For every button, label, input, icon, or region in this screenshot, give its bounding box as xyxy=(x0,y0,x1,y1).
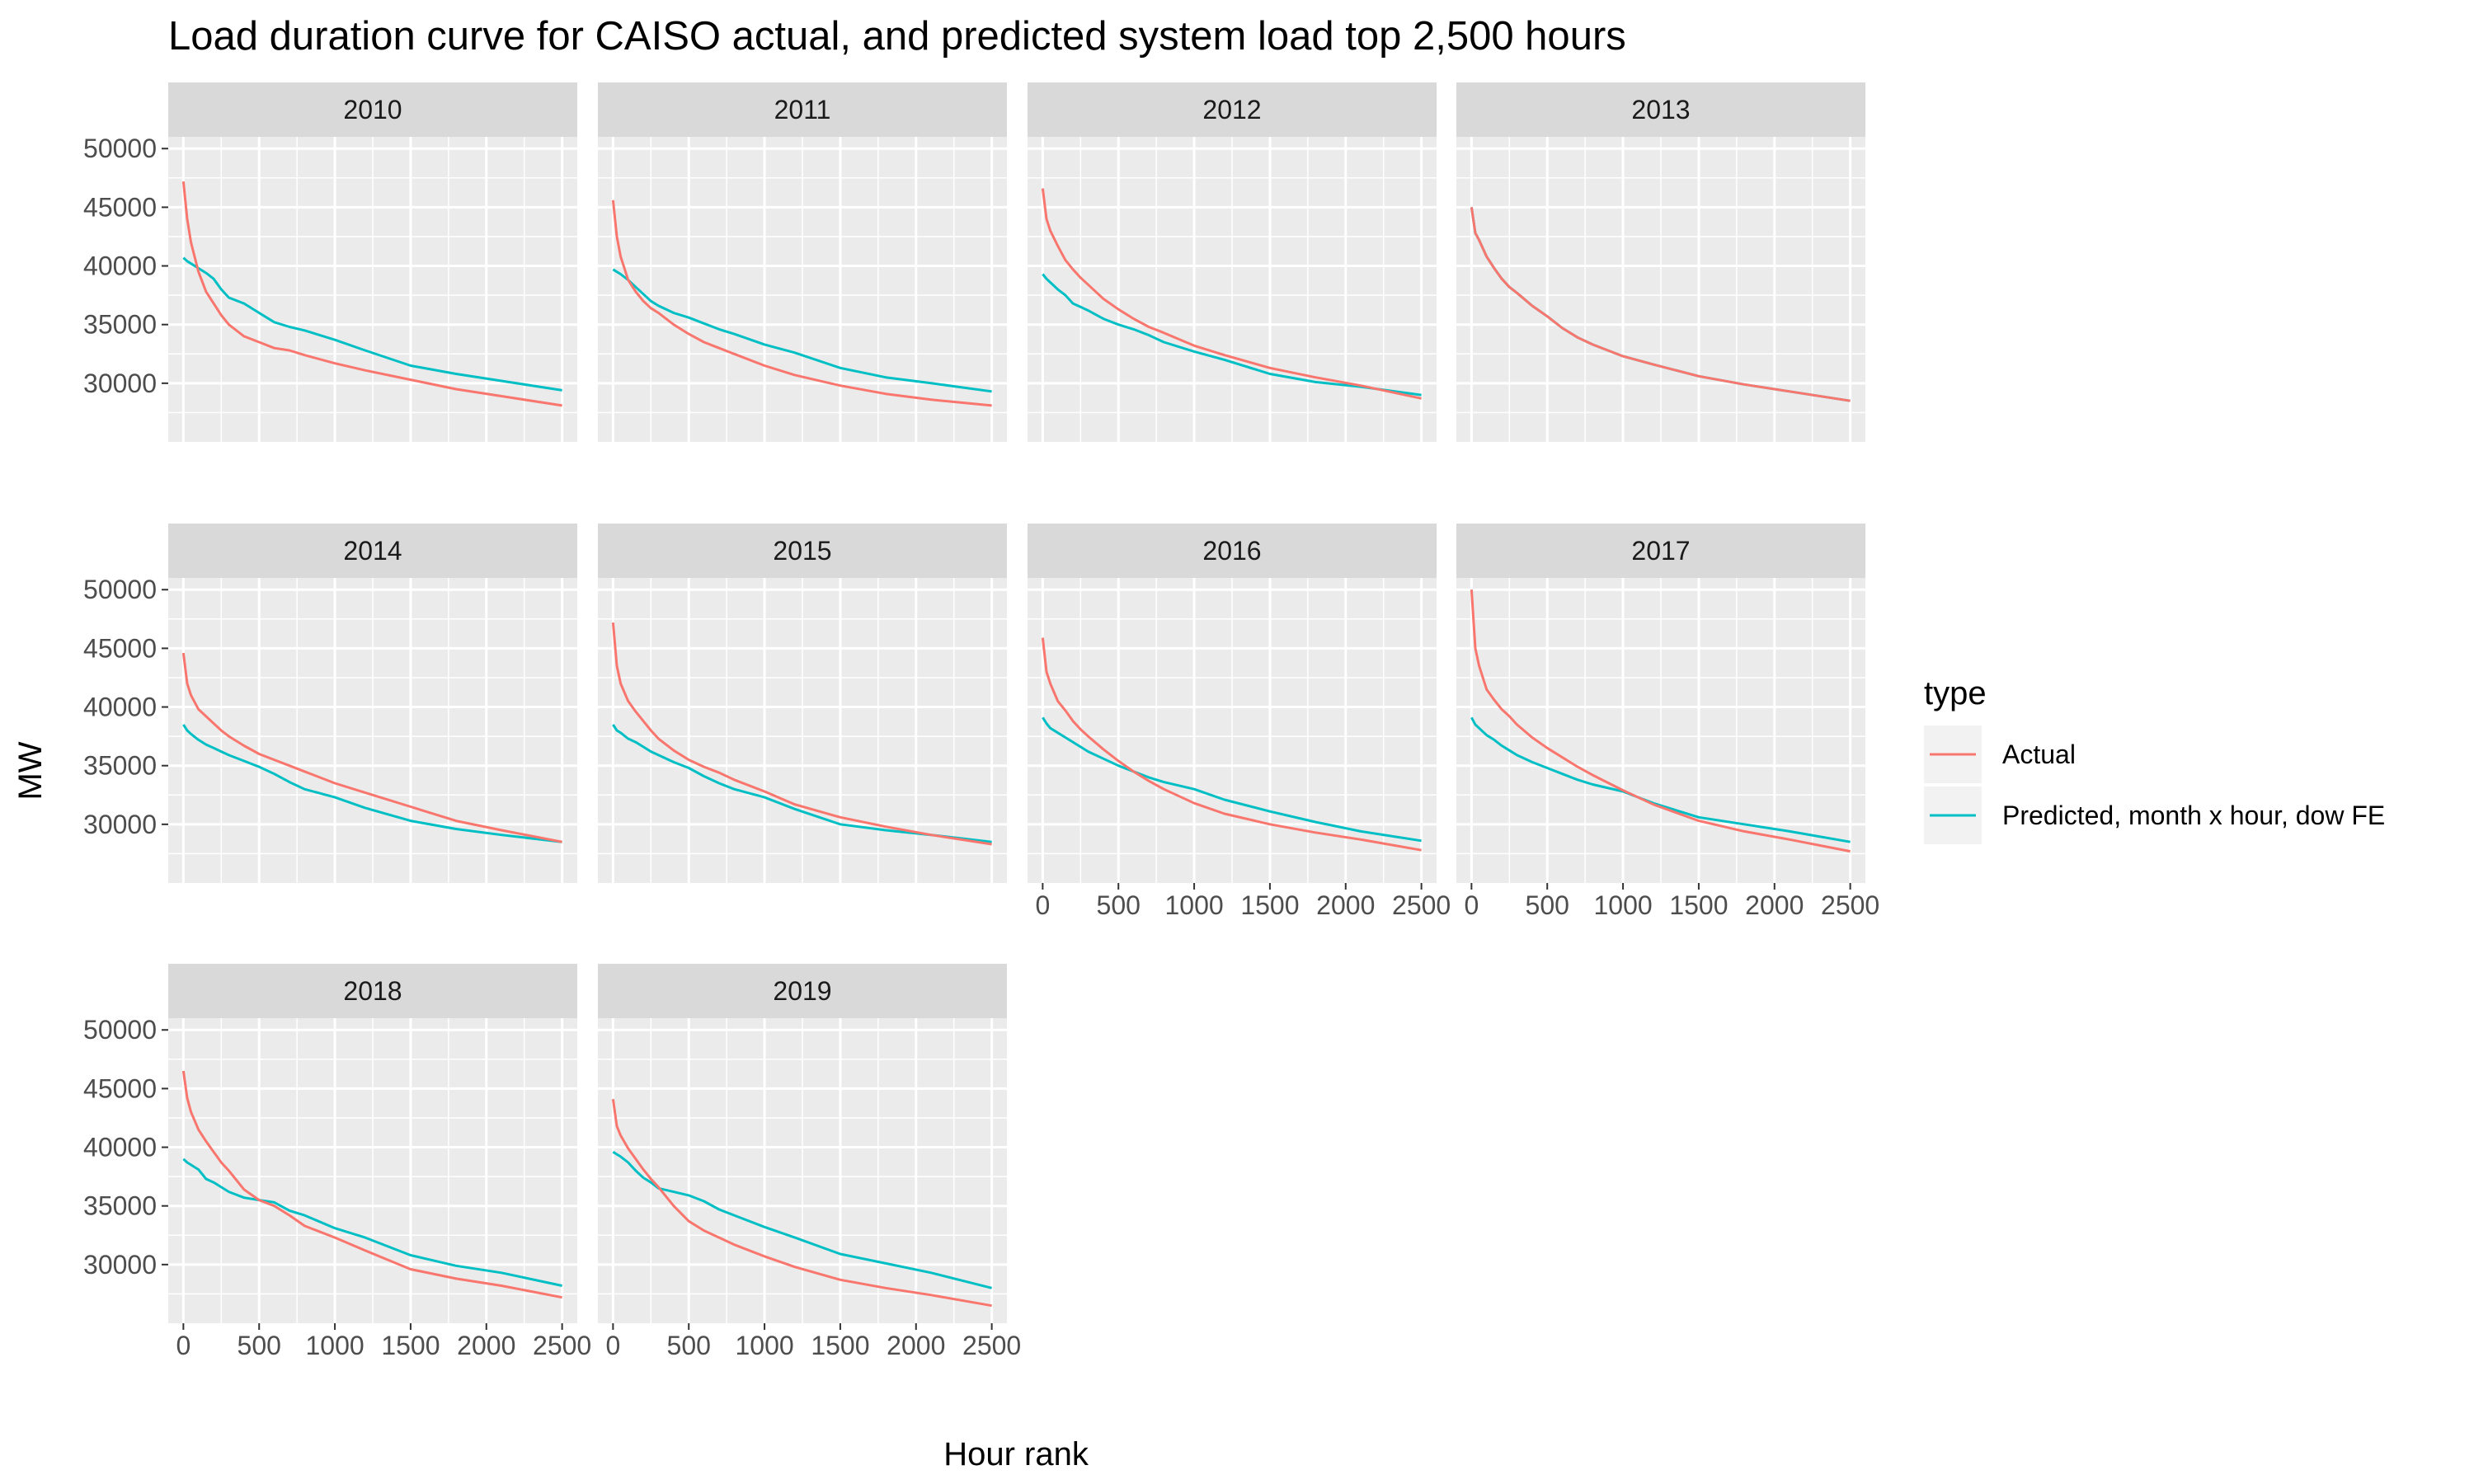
x-tick-label: 2000 xyxy=(1316,890,1375,920)
x-tick-label: 0 xyxy=(176,1331,190,1360)
panel-2013: 2013 xyxy=(1456,82,1865,442)
y-tick-label: 30000 xyxy=(83,1250,157,1280)
chart-title: Load duration curve for CAISO actual, an… xyxy=(168,14,1626,59)
x-tick-label: 500 xyxy=(1097,890,1141,920)
x-tick-label: 2500 xyxy=(533,1331,591,1360)
series-predicted-2016 xyxy=(1042,716,1422,843)
strip-label-2015: 2015 xyxy=(773,536,831,566)
x-tick-label: 2000 xyxy=(1745,890,1804,920)
y-tick-label: 40000 xyxy=(83,693,157,722)
panel-2016: 2016 0 500 1000 1500 2000 2500 xyxy=(1028,524,1451,920)
series-actual-2010 xyxy=(181,181,562,407)
strip-2013 xyxy=(1456,82,1865,137)
strip-label-2018: 2018 xyxy=(343,976,402,1006)
y-axis-title: MW xyxy=(12,741,49,800)
x-tick-label: 0 xyxy=(605,1331,620,1360)
x-tick-label: 2500 xyxy=(1392,890,1451,920)
panel-2011: 2011 xyxy=(598,82,1007,442)
series-actual-2014 xyxy=(181,652,562,843)
x-tick-label: 0 xyxy=(1035,890,1050,920)
y-tick-label: 30000 xyxy=(83,369,157,398)
y-tick-label: 40000 xyxy=(83,1133,157,1162)
strip-label-2013: 2013 xyxy=(1631,95,1690,124)
panel-2015: 2015 xyxy=(598,524,1007,883)
strip-2010 xyxy=(168,82,577,137)
x-axis-title: Hour rank xyxy=(943,1436,1089,1472)
strip-label-2010: 2010 xyxy=(343,95,402,124)
y-tick-label: 50000 xyxy=(83,1015,157,1045)
series-actual-2018 xyxy=(181,1070,562,1299)
y-tick-label: 35000 xyxy=(83,751,157,781)
x-tick-label: 1500 xyxy=(811,1331,869,1360)
series-predicted-2012 xyxy=(1042,273,1422,397)
series-actual-2019 xyxy=(611,1098,992,1308)
strip-2018 xyxy=(168,964,577,1018)
x-tick-label: 1000 xyxy=(1593,890,1652,920)
strip-2017 xyxy=(1456,524,1865,578)
series-predicted-2017 xyxy=(1470,716,1851,843)
x-tick-label: 500 xyxy=(667,1331,711,1360)
y-tick-label: 45000 xyxy=(83,192,157,222)
legend-label: Actual xyxy=(2002,740,2076,769)
x-tick-label: 1000 xyxy=(1164,890,1223,920)
x-tick-label: 1500 xyxy=(381,1331,440,1360)
legend-title: type xyxy=(1924,675,1987,711)
strip-2014 xyxy=(168,524,577,578)
legend-label: Predicted, month x hour, dow FE xyxy=(2002,801,2385,830)
panel-2010: 2010 30000 35000 40000 45000 50000 xyxy=(83,82,577,442)
strip-2015 xyxy=(598,524,1007,578)
y-tick-label: 50000 xyxy=(83,575,157,604)
x-tick-label: 2500 xyxy=(1821,890,1879,920)
y-tick-label: 45000 xyxy=(83,1073,157,1103)
series-predicted-2014 xyxy=(182,724,562,843)
legend: type Actual Predicted, month x hour, dow … xyxy=(1924,675,2385,844)
x-tick-label: 1000 xyxy=(305,1331,364,1360)
strip-2016 xyxy=(1028,524,1437,578)
x-tick-label: 2000 xyxy=(457,1331,515,1360)
series-actual-2011 xyxy=(611,200,992,407)
series-predicted-2015 xyxy=(612,724,992,843)
series-actual-2012 xyxy=(1041,188,1422,400)
strip-label-2016: 2016 xyxy=(1202,536,1261,566)
strip-label-2014: 2014 xyxy=(343,536,402,566)
strip-2011 xyxy=(598,82,1007,137)
y-tick-label: 35000 xyxy=(83,1191,157,1221)
series-predicted-2019 xyxy=(612,1150,992,1289)
strip-2019 xyxy=(598,964,1007,1018)
x-tick-label: 2500 xyxy=(962,1331,1021,1360)
y-tick-label: 45000 xyxy=(83,633,157,663)
series-actual-2013 xyxy=(1470,207,1851,402)
panel-2014: 2014 30000 35000 40000 45000 50000 xyxy=(83,524,577,883)
x-tick-label: 500 xyxy=(238,1331,281,1360)
x-tick-label: 2000 xyxy=(887,1331,945,1360)
y-tick-label: 30000 xyxy=(83,810,157,839)
y-tick-label: 40000 xyxy=(83,251,157,281)
panel-2017: 2017 0 500 1000 1500 2000 2500 xyxy=(1456,524,1879,920)
panel-2019: 2019 0 500 1000 1500 2000 2500 xyxy=(598,964,1021,1360)
strip-2012 xyxy=(1028,82,1437,137)
series-actual-2016 xyxy=(1041,637,1422,852)
strip-label-2012: 2012 xyxy=(1202,95,1261,124)
x-tick-label: 1500 xyxy=(1240,890,1299,920)
panel-2018: 2018 30000 35000 40000 45000 50000 0 500 1000 150… xyxy=(83,964,591,1360)
panel-2012: 2012 xyxy=(1028,82,1437,442)
series-actual-2015 xyxy=(611,622,992,846)
y-tick-label: 35000 xyxy=(83,310,157,340)
x-tick-label: 0 xyxy=(1464,890,1479,920)
series-actual-2017 xyxy=(1470,589,1851,853)
x-tick-label: 500 xyxy=(1526,890,1569,920)
strip-label-2019: 2019 xyxy=(773,976,831,1006)
y-tick-label: 50000 xyxy=(83,134,157,163)
strip-label-2017: 2017 xyxy=(1631,536,1690,566)
x-tick-label: 1000 xyxy=(735,1331,793,1360)
x-tick-label: 1500 xyxy=(1669,890,1728,920)
strip-label-2011: 2011 xyxy=(774,95,831,124)
